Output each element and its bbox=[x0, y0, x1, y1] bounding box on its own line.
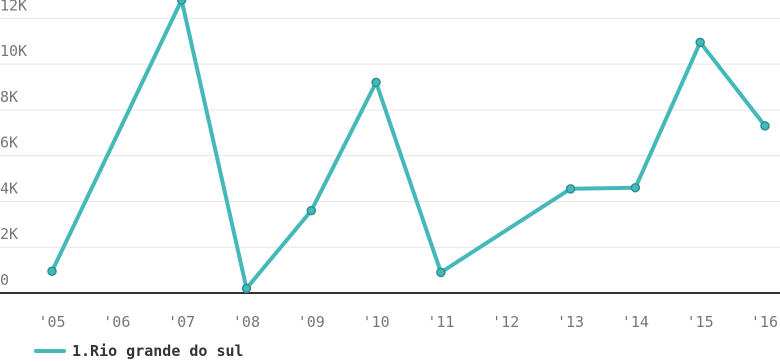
y-tick-label: 10K bbox=[0, 42, 27, 60]
x-tick-label: '07 bbox=[168, 313, 195, 331]
x-tick-label: '13 bbox=[557, 313, 584, 331]
y-tick-label: 4K bbox=[0, 179, 18, 197]
data-point[interactable] bbox=[306, 205, 317, 216]
data-point[interactable] bbox=[760, 121, 770, 131]
y-tick-label: 8K bbox=[0, 88, 18, 106]
legend-swatch bbox=[34, 349, 66, 353]
data-point[interactable] bbox=[241, 283, 252, 294]
y-axis-labels: 0 2K 4K 6K 8K 10K 12K bbox=[0, 0, 27, 289]
data-point[interactable] bbox=[47, 266, 57, 277]
x-tick-label: '10 bbox=[363, 313, 390, 331]
x-tick-label: '06 bbox=[103, 313, 130, 331]
x-tick-label: '11 bbox=[427, 313, 454, 331]
data-point[interactable] bbox=[565, 184, 576, 194]
y-tick-label: 0 bbox=[0, 271, 9, 289]
x-tick-label: '09 bbox=[298, 313, 325, 331]
data-point[interactable] bbox=[630, 182, 641, 193]
y-tick-label: 12K bbox=[0, 0, 27, 14]
x-tick-label: '08 bbox=[233, 313, 260, 331]
series-line bbox=[50, 0, 767, 291]
x-tick-label: '15 bbox=[687, 313, 714, 331]
y-tick-label: 2K bbox=[0, 225, 18, 243]
data-point[interactable] bbox=[176, 0, 187, 5]
x-tick-label: '12 bbox=[492, 313, 519, 331]
series-group bbox=[47, 0, 770, 294]
x-tick-label: '16 bbox=[751, 313, 778, 331]
y-tick-label: 6K bbox=[0, 134, 18, 152]
data-point[interactable] bbox=[436, 267, 446, 278]
legend-label: 1.Rio grande do sul bbox=[72, 342, 244, 360]
data-point[interactable] bbox=[371, 77, 381, 88]
x-axis-labels: '05 '06 '07 '08 '09 '10 '11 '12 '13 '14 '15 '16 bbox=[38, 313, 778, 331]
data-point[interactable] bbox=[695, 37, 705, 48]
legend: 1.Rio grande do sul bbox=[34, 340, 244, 362]
x-tick-label: '14 bbox=[622, 313, 649, 331]
x-tick-label: '05 bbox=[38, 313, 65, 331]
